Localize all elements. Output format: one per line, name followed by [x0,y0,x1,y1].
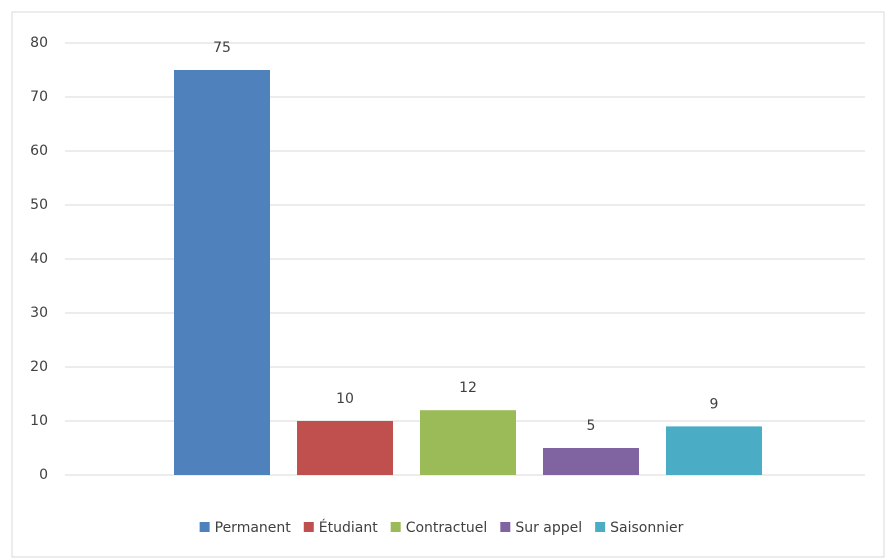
bar [297,421,393,475]
bar [543,448,639,475]
y-tick-label: 80 [30,35,48,51]
bar [666,426,762,475]
bar [420,410,516,475]
bar [174,70,270,475]
y-tick-label: 30 [30,305,48,321]
data-label: 9 [710,396,719,412]
legend-label: Saisonnier [610,520,683,536]
y-tick-label: 10 [30,413,48,429]
legend-swatch [303,522,314,532]
y-tick-label: 0 [39,467,48,483]
legend-label: Sur appel [515,520,582,536]
legend-swatch [595,522,606,532]
y-tick-label: 40 [30,251,48,267]
legend-label: Étudiant [319,519,378,536]
data-label: 10 [336,391,354,407]
y-tick-label: 50 [30,197,48,213]
legend-swatch [500,522,511,532]
y-tick-label: 60 [30,143,48,159]
data-label: 5 [587,418,596,434]
y-tick-label: 20 [30,359,48,375]
y-tick-label: 70 [30,89,48,105]
legend-swatch [390,522,401,532]
legend-label: Permanent [215,520,292,536]
legend-label: Contractuel [406,520,488,536]
data-label: 75 [213,40,231,56]
data-label: 12 [459,380,477,396]
legend-swatch [199,522,210,532]
